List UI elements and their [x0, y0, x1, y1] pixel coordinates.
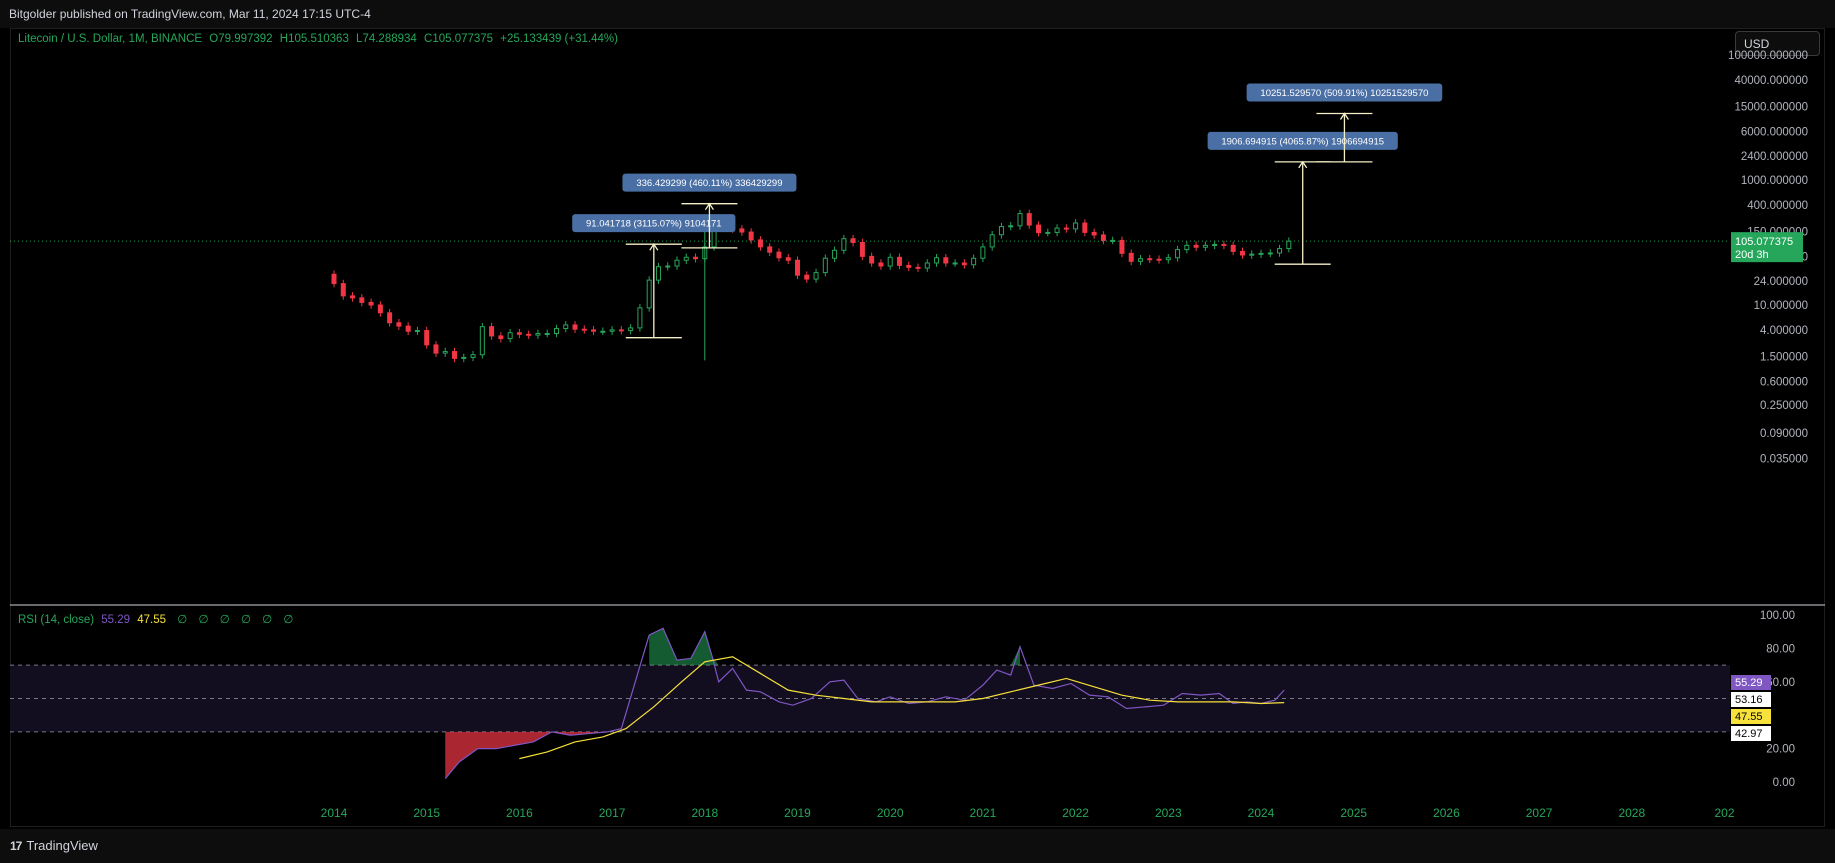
rsi-empty-value: ∅ — [262, 614, 273, 626]
ohlc-change: +25.133439 (+31.44%) — [500, 33, 618, 45]
currency-button[interactable]: USD — [1735, 31, 1820, 56]
rsi-title[interactable]: RSI (14, close) — [18, 614, 95, 626]
publish-info: Bitgolder published on TradingView.com, … — [9, 7, 371, 21]
footer-bar: 17 TradingView — [0, 829, 1835, 863]
rsi-empty-value: ∅ — [240, 614, 251, 626]
tradingview-logo[interactable]: 17 TradingView — [10, 838, 98, 853]
rsi-legend: RSI (14, close) 55.29 47.55 ∅ ∅ ∅ ∅ ∅ ∅ — [18, 612, 293, 626]
ohlc-open: O79.997392 — [209, 33, 273, 45]
ohlc-low: L74.288934 — [356, 33, 417, 45]
ohlc-high: H105.510363 — [279, 33, 349, 45]
symbol-legend: Litecoin / U.S. Dollar, 1M, BINANCE O79.… — [18, 33, 622, 45]
chart-frame — [10, 28, 1825, 827]
publish-header: Bitgolder published on TradingView.com, … — [0, 0, 1835, 28]
rsi-ma-value: 47.55 — [137, 614, 167, 626]
rsi-empty-value: ∅ — [198, 614, 209, 626]
rsi-empty-value: ∅ — [177, 614, 188, 626]
rsi-empty-value: ∅ — [219, 614, 230, 626]
rsi-value: 55.29 — [101, 614, 131, 626]
rsi-empty-value: ∅ — [283, 614, 294, 626]
symbol-name[interactable]: Litecoin / U.S. Dollar, 1M, BINANCE — [18, 33, 203, 45]
ohlc-close: C105.077375 — [424, 33, 494, 45]
brand-name: TradingView — [26, 838, 98, 853]
tradingview-logo-icon: 17 — [10, 838, 22, 853]
